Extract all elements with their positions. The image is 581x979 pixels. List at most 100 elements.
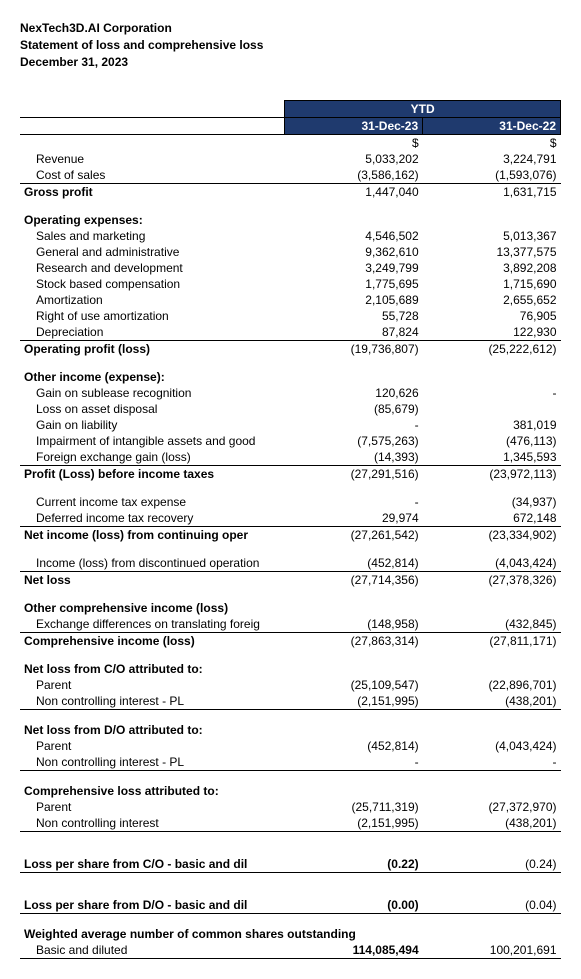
row-value: (4,043,424) [423, 555, 561, 572]
row-value: 1,345,593 [423, 449, 561, 466]
row-value: 100,201,691 [423, 942, 561, 959]
row-value: (27,261,542) [285, 527, 423, 544]
row-value: (4,043,424) [423, 738, 561, 754]
section-label: Net loss from D/O attributed to: [20, 722, 285, 738]
row-value: (14,393) [285, 449, 423, 466]
row-value: (1,593,076) [423, 167, 561, 184]
row-value: (452,814) [285, 738, 423, 754]
table-row: Research and development 3,249,799 3,892… [20, 260, 561, 276]
table-row: Non controlling interest - PL (2,151,995… [20, 693, 561, 710]
row-value: 114,085,494 [285, 942, 423, 959]
row-label: Income (loss) from discontinued operatio… [20, 555, 285, 572]
row-value: (27,714,356) [285, 572, 423, 589]
table-row: Weighted average number of common shares… [20, 926, 561, 942]
row-value: (3,586,162) [285, 167, 423, 184]
row-value: 120,626 [285, 385, 423, 401]
table-row: Gain on liability - 381,019 [20, 417, 561, 433]
row-label: Loss on asset disposal [20, 401, 285, 417]
table-row: Parent (452,814) (4,043,424) [20, 738, 561, 754]
row-label: Sales and marketing [20, 228, 285, 244]
row-value: (27,863,314) [285, 633, 423, 650]
currency-2: $ [423, 135, 561, 152]
row-value: 13,377,575 [423, 244, 561, 260]
row-value: (27,291,516) [285, 466, 423, 483]
row-value: 1,775,695 [285, 276, 423, 292]
row-value: (438,201) [423, 693, 561, 710]
company-name: NexTech3D.AI Corporation [20, 20, 561, 37]
row-value: (22,896,701) [423, 677, 561, 693]
statement-title: Statement of loss and comprehensive loss [20, 37, 561, 54]
row-value: 381,019 [423, 417, 561, 433]
row-label: Profit (Loss) before income taxes [20, 466, 285, 483]
table-row: Current income tax expense - (34,937) [20, 494, 561, 510]
table-row: Comprehensive income (loss) (27,863,314)… [20, 633, 561, 650]
row-value: (19,736,807) [285, 341, 423, 358]
row-value: (2,151,995) [285, 693, 423, 710]
row-label: Deferred income tax recovery [20, 510, 285, 527]
row-value: (432,845) [423, 616, 561, 633]
table-row: General and administrative 9,362,610 13,… [20, 244, 561, 260]
row-value: (7,575,263) [285, 433, 423, 449]
row-label: Net income (loss) from continuing oper [20, 527, 285, 544]
table-row: Stock based compensation 1,775,695 1,715… [20, 276, 561, 292]
row-value: (23,972,113) [423, 466, 561, 483]
row-label: Net loss [20, 572, 285, 589]
table-row: Operating expenses: [20, 212, 561, 228]
table-row: Other income (expense): [20, 369, 561, 385]
row-value: (476,113) [423, 433, 561, 449]
section-label: Other comprehensive income (loss) [20, 600, 285, 616]
section-label: Net loss from C/O attributed to: [20, 661, 285, 677]
statement-date: December 31, 2023 [20, 54, 561, 71]
currency-1: $ [285, 135, 423, 152]
row-label: Research and development [20, 260, 285, 276]
row-label: Impairment of intangible assets and good [20, 433, 285, 449]
table-row: Deferred income tax recovery 29,974 672,… [20, 510, 561, 527]
row-value: - [285, 417, 423, 433]
row-value: 2,655,652 [423, 292, 561, 308]
row-label: Depreciation [20, 324, 285, 341]
row-value: 4,546,502 [285, 228, 423, 244]
row-label: Foreign exchange gain (loss) [20, 449, 285, 466]
row-value: 87,824 [285, 324, 423, 341]
row-value: (148,958) [285, 616, 423, 633]
row-value: 3,249,799 [285, 260, 423, 276]
row-label: Loss per share from D/O - basic and dil [20, 897, 285, 914]
table-row: Cost of sales (3,586,162) (1,593,076) [20, 167, 561, 184]
row-value: 9,362,610 [285, 244, 423, 260]
row-label: Amortization [20, 292, 285, 308]
row-label: Gain on liability [20, 417, 285, 433]
row-value: (2,151,995) [285, 815, 423, 832]
row-label: Cost of sales [20, 167, 285, 184]
table-row: Income (loss) from discontinued operatio… [20, 555, 561, 572]
row-label: Stock based compensation [20, 276, 285, 292]
row-label: Non controlling interest - PL [20, 693, 285, 710]
row-value: (0.00) [285, 897, 423, 914]
row-value: 672,148 [423, 510, 561, 527]
row-label: General and administrative [20, 244, 285, 260]
table-row: Profit (Loss) before income taxes (27,29… [20, 466, 561, 483]
col-2022: 31-Dec-22 [423, 118, 561, 135]
row-value: (85,679) [285, 401, 423, 417]
row-label: Revenue [20, 151, 285, 167]
row-value: - [285, 754, 423, 771]
row-value: 29,974 [285, 510, 423, 527]
row-value: 76,905 [423, 308, 561, 324]
table-row: Gross profit 1,447,040 1,631,715 [20, 184, 561, 201]
row-value: 55,728 [285, 308, 423, 324]
row-value: (34,937) [423, 494, 561, 510]
table-row: Depreciation 87,824 122,930 [20, 324, 561, 341]
row-value: (0.22) [285, 856, 423, 873]
row-value: (452,814) [285, 555, 423, 572]
row-value: (23,334,902) [423, 527, 561, 544]
table-row: Net loss from D/O attributed to: [20, 722, 561, 738]
row-value: 1,447,040 [285, 184, 423, 201]
row-label: Comprehensive income (loss) [20, 633, 285, 650]
row-value: 5,033,202 [285, 151, 423, 167]
document-header: NexTech3D.AI Corporation Statement of lo… [20, 20, 561, 70]
table-row: Comprehensive loss attributed to: [20, 783, 561, 799]
section-label: Weighted average number of common shares… [20, 926, 561, 942]
table-row: Net loss (27,714,356) (27,378,326) [20, 572, 561, 589]
row-label: Loss per share from C/O - basic and dil [20, 856, 285, 873]
row-value: 3,892,208 [423, 260, 561, 276]
row-label: Basic and diluted [20, 942, 285, 959]
